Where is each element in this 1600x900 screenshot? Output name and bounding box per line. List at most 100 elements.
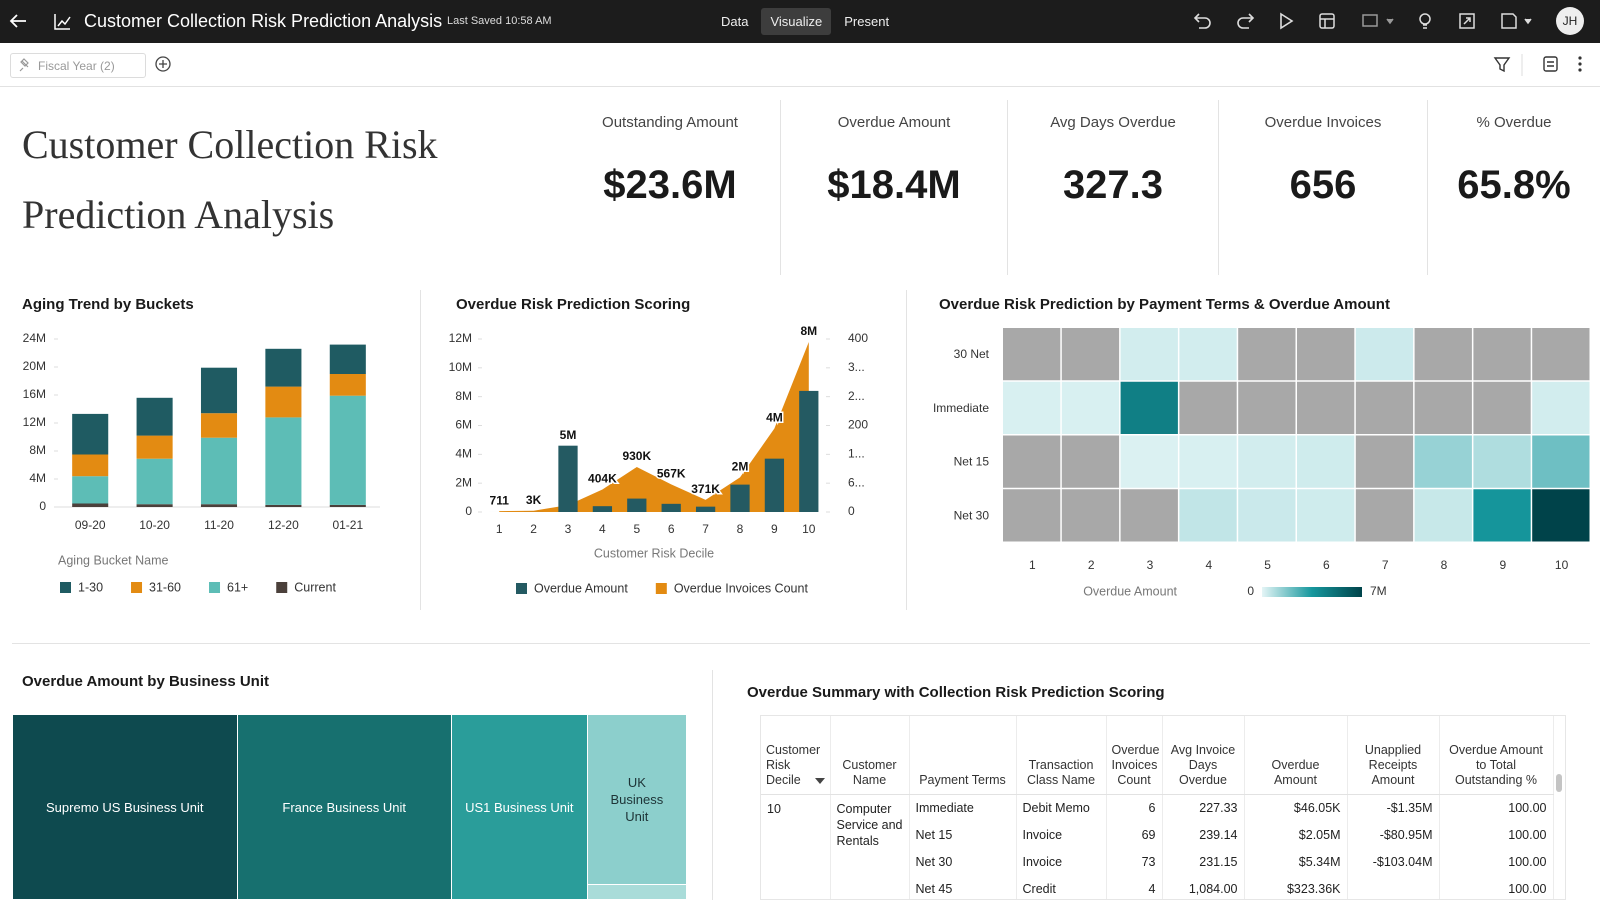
heat-cell <box>1297 489 1355 542</box>
bar-segment <box>329 374 366 396</box>
legend-swatch <box>209 582 221 593</box>
y2-tick-label: 400 <box>848 331 868 345</box>
data-refresh-button[interactable] <box>1319 13 1335 29</box>
treemap-cell[interactable]: UK Business Unit <box>587 715 687 885</box>
column-header[interactable]: Customer Risk Decile <box>761 716 831 795</box>
undo-button[interactable] <box>1193 13 1211 29</box>
heat-cell <box>1532 489 1590 542</box>
canvas-icon <box>54 14 71 30</box>
insights-button[interactable] <box>1419 13 1431 29</box>
data-label: 4M <box>766 411 783 425</box>
data-label: 3K <box>526 493 542 507</box>
mode-tab[interactable]: Present <box>844 14 890 29</box>
bar-segment <box>200 367 238 414</box>
table-cell: 1,084.00 <box>1162 875 1245 899</box>
mode-tab[interactable]: Data <box>721 14 749 29</box>
heat-cell <box>1297 435 1355 488</box>
x-tick-label: 2 <box>1088 558 1095 572</box>
column-header[interactable]: Payment Terms <box>909 716 1017 795</box>
treemap-cell[interactable]: France Business Unit <box>237 715 452 900</box>
more-button[interactable] <box>1578 56 1582 72</box>
empty-cell <box>1061 435 1120 488</box>
back-button[interactable] <box>9 14 26 28</box>
treemap-cell[interactable] <box>587 884 687 900</box>
table-cell: $2.05M <box>1244 821 1348 848</box>
y-tick-label: 6M <box>455 418 472 432</box>
y2-tick-label: 3... <box>848 360 865 374</box>
table-cell: $46.05K <box>1244 794 1348 821</box>
column-header[interactable]: Transaction Class Name <box>1016 716 1107 795</box>
y-tick-label: 4M <box>455 447 472 461</box>
y-tick-label: 8M <box>455 389 472 403</box>
table-cell: 100.00 <box>1439 848 1554 875</box>
play-button[interactable] <box>1280 12 1294 30</box>
column-header[interactable]: Avg Invoice Days Overdue <box>1162 716 1245 795</box>
empty-cell <box>1473 328 1531 381</box>
bar <box>627 498 647 512</box>
data-table: Customer Risk Decile Customer Name Payment… <box>761 716 1554 899</box>
chart-title: Aging Trend by Buckets <box>22 296 194 313</box>
business-unit-treemap: Overdue Amount by Business Unit Supremo U… <box>0 670 700 900</box>
table-cell: Debit Memo <box>1016 794 1107 821</box>
heat-cell <box>1179 328 1237 381</box>
y-tick-label: 0 <box>39 499 46 513</box>
heat-cell <box>1414 489 1472 542</box>
table-cell: 10 <box>761 794 831 899</box>
bar-segment <box>136 397 173 436</box>
kpi-value: $18.4M <box>827 163 961 207</box>
kpi-value: 327.3 <box>1062 163 1164 207</box>
chart-title: Overdue Risk Prediction Scoring <box>456 296 690 313</box>
x-tick-label: 1 <box>496 522 503 536</box>
save-button[interactable] <box>1501 13 1532 29</box>
empty-cell <box>1179 381 1237 434</box>
legend-swatch <box>516 583 527 594</box>
column-header[interactable]: Overdue Invoices Count <box>1106 716 1163 795</box>
bar-segment <box>265 417 302 505</box>
comments-button[interactable] <box>1362 14 1394 27</box>
data-label: 5M <box>560 428 577 442</box>
filter-button[interactable] <box>1493 57 1511 73</box>
bar-segment <box>200 413 238 438</box>
column-header[interactable]: Customer Name <box>830 716 910 795</box>
treemap-cell[interactable]: Supremo US Business Unit <box>13 715 238 900</box>
user-avatar[interactable]: JH <box>1556 7 1584 35</box>
filter-pill[interactable]: Fiscal Year (2) <box>10 53 146 78</box>
table-row: Net 15 Invoice 69 239.14 $2.05M -$80.95M 100.0… <box>761 821 1554 848</box>
x-tick-label: 10 <box>1555 558 1569 572</box>
risk-scoring-chart: Overdue Risk Prediction Scoring 0 2M 4M 6M 8M… <box>449 296 869 595</box>
kpi-label: % Overdue <box>1476 114 1552 131</box>
empty-cell <box>1473 381 1531 434</box>
chart-title: Overdue Risk Prediction by Payment Terms… <box>939 296 1390 313</box>
summary-table: Customer Risk Decile Customer Name Payment… <box>760 715 1566 900</box>
empty-cell <box>1003 489 1061 542</box>
column-header[interactable]: Unapplied Receipts Amount <box>1347 716 1440 795</box>
scrollbar[interactable] <box>1556 774 1562 792</box>
y-tick-label: 8M <box>29 443 46 457</box>
bar-segment <box>72 503 109 507</box>
table-cell: 227.33 <box>1162 794 1245 821</box>
y2-tick-label: 0 <box>848 504 855 518</box>
empty-cell <box>1061 489 1120 542</box>
filter-toolbar: Fiscal Year (2) <box>0 43 1600 87</box>
legend-label: 61+ <box>227 580 248 594</box>
add-filter-button[interactable] <box>155 56 171 72</box>
heat-cell <box>1238 435 1296 488</box>
canvas-settings-button[interactable] <box>1543 56 1558 72</box>
table-cell: Net 30 <box>909 848 1017 875</box>
aging-trend-chart: Aging Trend by Buckets 0 4M 8M 12M 16M 20M 24M 0… <box>22 296 380 594</box>
export-button[interactable] <box>1459 13 1475 29</box>
y-tick-label: 0 <box>465 504 472 518</box>
area <box>499 342 809 512</box>
table-row: Net 45 Credit 4 1,084.00 $323.36K 100.00 <box>761 875 1554 899</box>
table-cell: -$103.04M <box>1347 848 1440 875</box>
column-header[interactable]: Overdue Amount to Total Outstanding % <box>1439 716 1554 795</box>
column-header[interactable]: Overdue Amount <box>1244 716 1348 795</box>
table-cell <box>1347 875 1440 899</box>
bar-segment <box>329 395 366 505</box>
data-label: 2M <box>732 460 749 474</box>
legend-swatch <box>276 582 288 593</box>
treemap-cell[interactable]: US1 Business Unit <box>451 715 588 900</box>
redo-button[interactable] <box>1237 13 1255 29</box>
kpi-tile: Overdue Invoices 656 <box>1218 100 1427 275</box>
mode-tab[interactable]: Visualize <box>761 8 832 35</box>
